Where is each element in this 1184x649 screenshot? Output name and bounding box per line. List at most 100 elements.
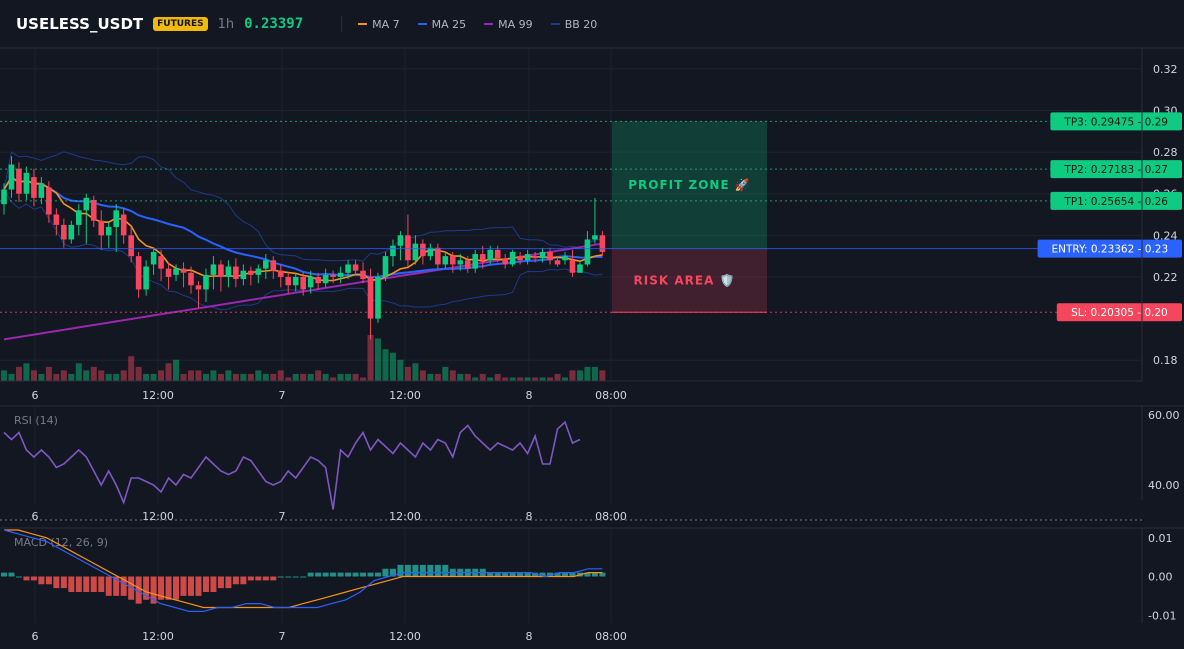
volume-bar xyxy=(345,373,352,381)
candle-body xyxy=(218,264,224,277)
volume-bar xyxy=(292,373,299,381)
candle-body xyxy=(367,276,374,319)
level-tag-label-0: TP3: 0.29475 - 0.29 xyxy=(1063,116,1168,128)
volume-bar xyxy=(524,377,531,381)
bb-upper-line xyxy=(3,151,603,262)
candle-body xyxy=(352,264,359,271)
volume-bar xyxy=(143,373,150,381)
macd-histogram-bar xyxy=(345,572,352,577)
timeframe-label[interactable]: 1h xyxy=(217,16,235,32)
macd-histogram-bar xyxy=(322,572,329,577)
volume-bar xyxy=(397,359,404,381)
volume-bar xyxy=(8,373,15,381)
macd-histogram-bar xyxy=(188,576,194,596)
volume-bar xyxy=(68,373,75,381)
volume-bar xyxy=(285,377,292,381)
volume-bar xyxy=(562,377,568,381)
candle-body xyxy=(300,276,306,290)
volume-bar xyxy=(195,370,202,381)
volume-bar xyxy=(554,373,561,381)
level-tag-1 xyxy=(1050,160,1182,179)
macd-histogram-bar xyxy=(105,576,112,596)
macd-histogram-bar xyxy=(195,576,202,596)
candle-body xyxy=(120,214,127,236)
level-tag-label-2: TP1: 0.25654 - 0.26 xyxy=(1063,196,1168,208)
rsi-x-tick-label: 6 xyxy=(32,510,39,523)
candle-body xyxy=(599,235,606,252)
rsi-x-tick-label: 08:00 xyxy=(595,510,627,523)
macd-histogram-bar xyxy=(412,564,419,577)
candle-body xyxy=(150,251,157,265)
symbol-name[interactable]: USELESS_USDT xyxy=(16,15,144,33)
volume-bar xyxy=(232,373,239,381)
macd-histogram-bar xyxy=(135,576,142,604)
volume-bar xyxy=(457,373,464,381)
volume-bar xyxy=(1,370,7,381)
macd-tick-label: 0.01 xyxy=(1148,532,1173,545)
volume-bar xyxy=(352,373,359,381)
macd-histogram-bar xyxy=(404,564,411,577)
candle-body xyxy=(203,274,209,290)
candle-body xyxy=(397,235,404,246)
macd-histogram-bar xyxy=(494,572,501,577)
level-tag-4 xyxy=(1056,303,1182,322)
price-tick-label: 0.18 xyxy=(1153,354,1178,367)
candle-body xyxy=(345,264,351,273)
macd-x-tick-label: 6 xyxy=(32,630,39,643)
legend-swatch-ma99 xyxy=(484,23,494,25)
candle-body xyxy=(427,247,434,257)
candle-body xyxy=(165,268,172,277)
candle-body xyxy=(487,249,493,261)
futures-badge: FUTURES xyxy=(153,17,208,31)
volume-bar xyxy=(45,366,52,381)
macd-histogram-bar xyxy=(330,572,337,577)
candle-body xyxy=(292,276,299,286)
main-x-tick-label: 7 xyxy=(279,389,286,402)
price-tick-label: 0.22 xyxy=(1153,271,1178,284)
volume-bar xyxy=(517,377,524,381)
candle-body xyxy=(435,247,441,265)
macd-x-tick-label: 8 xyxy=(526,630,533,643)
macd-title: MACD (12, 26, 9) xyxy=(14,536,108,549)
macd-histogram-bar xyxy=(210,576,217,592)
volume-bar xyxy=(270,373,277,381)
candle-body xyxy=(76,210,82,225)
legend-ma7[interactable]: MA 7 xyxy=(358,18,400,31)
volume-bar xyxy=(307,373,314,381)
candle-body xyxy=(158,256,164,269)
legend-bb20[interactable]: BB 20 xyxy=(550,17,598,31)
macd-histogram-bar xyxy=(247,576,254,581)
volume-bar xyxy=(487,377,494,381)
macd-histogram-bar xyxy=(90,576,97,592)
volume-bar xyxy=(576,370,583,381)
candle-body xyxy=(375,276,381,319)
main-x-tick-label: 6 xyxy=(32,389,39,402)
candle-body xyxy=(360,270,366,280)
rsi-line xyxy=(3,420,581,510)
macd-histogram-bar xyxy=(300,576,307,578)
volume-bar xyxy=(472,377,479,381)
macd-histogram-bar xyxy=(307,572,314,577)
macd-histogram-bar xyxy=(180,576,187,596)
macd-histogram-bar xyxy=(150,576,157,604)
macd-histogram-bar xyxy=(584,572,591,577)
candle-body xyxy=(532,256,538,259)
volume-bar xyxy=(113,373,120,381)
legend-label-bb20: BB 20 xyxy=(564,17,598,31)
volume-bar xyxy=(23,363,30,381)
candle-body xyxy=(135,256,142,290)
volume-bar xyxy=(105,373,112,381)
volume-bar xyxy=(569,370,576,381)
macd-histogram-bar xyxy=(315,572,322,577)
profit-zone xyxy=(612,121,767,249)
volume-bar xyxy=(262,373,269,381)
legend-ma99[interactable]: MA 99 xyxy=(484,18,533,31)
volume-bar xyxy=(464,373,471,381)
candle-body xyxy=(98,220,105,236)
macd-histogram-bar xyxy=(599,572,606,577)
candle-body xyxy=(68,224,75,240)
legend-ma25[interactable]: MA 25 xyxy=(417,18,466,31)
candle-body xyxy=(502,258,508,265)
level-tag-label-1: TP2: 0.27183 - 0.27 xyxy=(1063,164,1168,176)
candle-body xyxy=(105,226,112,236)
